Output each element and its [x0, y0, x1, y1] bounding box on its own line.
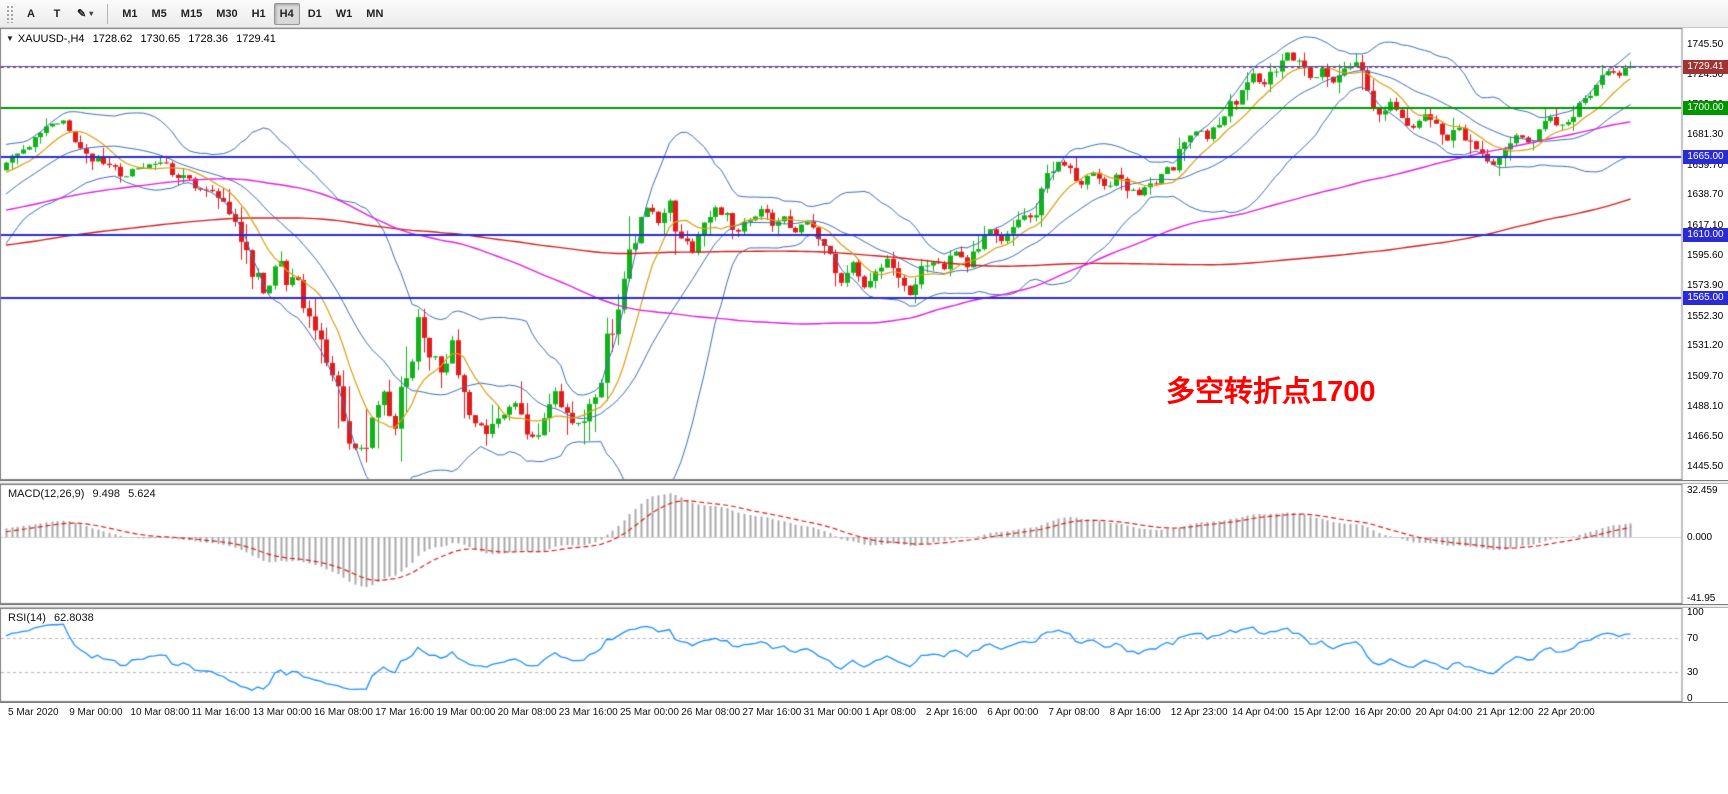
timeframe-buttons: M1 M5 M15 M30 H1 H4 D1 W1 MN [115, 2, 390, 25]
price-scale-label: 1552.30 [1687, 310, 1724, 322]
timeframe-button-m5[interactable]: M5 [151, 7, 167, 20]
time-axis-label: 11 Mar 16:00 [191, 707, 250, 718]
price-scale-label: 1638.70 [1687, 189, 1724, 201]
price-scale-label: 1445.50 [1687, 461, 1724, 472]
time-axis-label: 19 Mar 00:00 [436, 707, 496, 718]
price-scale-label: 1724.50 [1687, 68, 1724, 80]
time-axis-label: 22 Apr 20:00 [1538, 707, 1595, 718]
time-axis-label: 7 Apr 08:00 [1048, 707, 1100, 718]
price-scale-label: 1659.70 [1687, 159, 1724, 171]
time-axis-label: 17 Mar 16:00 [375, 707, 435, 718]
annotation-tool-button[interactable]: A [27, 7, 35, 20]
symbol-timeframe: XAUUSD-,H4 [17, 33, 85, 45]
ohlc-close: 1729.41 [236, 33, 276, 45]
rsi-scale-label: 70 [1687, 632, 1699, 644]
time-axis-label: 13 Mar 00:00 [252, 707, 312, 718]
time-axis-label: 26 Mar 08:00 [681, 707, 741, 718]
timeframe-button-w1[interactable]: W1 [335, 7, 353, 20]
price-scale-label: 1466.50 [1687, 431, 1724, 443]
price-level-badge: 1610.00 [1683, 227, 1728, 242]
rsi-scale-label: 100 [1687, 607, 1704, 618]
time-axis-label: 6 Apr 00:00 [987, 707, 1039, 718]
time-axis-label: 25 Mar 00:00 [620, 707, 679, 718]
draw-tool-button[interactable]: ✎ ▾ [71, 3, 99, 25]
main-chart-canvas[interactable] [0, 28, 1728, 480]
macd-value-main: 9.498 [92, 488, 121, 500]
time-axis-label: 27 Mar 16:00 [742, 707, 802, 718]
time-axis-label: 8 Apr 16:00 [1109, 707, 1161, 718]
pencil-icon: ✎ [77, 8, 87, 20]
time-axis-label: 2 Apr 16:00 [926, 707, 978, 718]
rsi-name: RSI(14) [8, 612, 46, 624]
ohlc-low: 1728.36 [188, 33, 229, 45]
price-scale-label: 1595.60 [1687, 249, 1724, 261]
macd-scale-label: -41.95 [1687, 593, 1716, 604]
time-axis-label: 5 Mar 2020 [8, 707, 59, 718]
macd-scale-label: 0.000 [1687, 532, 1713, 544]
price-scale-label: 1681.30 [1687, 129, 1724, 141]
timeframe-button-h4[interactable]: H4 [273, 2, 300, 25]
collapse-triangle-icon[interactable]: ▼ [6, 34, 14, 43]
time-axis-label: 16 Apr 20:00 [1354, 707, 1412, 718]
toolbar: A T ✎ ▾ M1 M5 M15 M30 H1 H4 D1 W1 MN [0, 0, 1728, 28]
chevron-down-icon: ▾ [89, 9, 94, 18]
price-scale-label: 1745.50 [1687, 39, 1724, 50]
timeframe-button-m30[interactable]: M30 [216, 7, 238, 20]
price-scale-label: 1573.90 [1687, 280, 1724, 292]
macd-label: MACD(12,26,9) 9.498 5.624 [8, 488, 161, 500]
ohlc-open: 1728.62 [92, 33, 133, 45]
ohlc-high: 1730.65 [140, 33, 181, 45]
panel-splitter-macd[interactable] [0, 480, 1728, 484]
panel-splitter-rsi[interactable] [0, 604, 1728, 608]
rsi-canvas[interactable] [0, 608, 1728, 702]
price-level-badge: 1700.00 [1683, 101, 1728, 115]
price-level-badge: 1565.00 [1683, 290, 1728, 305]
macd-name: MACD(12,26,9) [8, 488, 85, 500]
time-axis-label: 20 Apr 04:00 [1415, 707, 1473, 718]
time-axis-label: 16 Mar 08:00 [314, 707, 373, 718]
chart-title-ohlc: ▼ XAUUSD-,H4 1728.62 1730.65 1728.36 1729… [6, 33, 281, 45]
price-scale-label: 1617.10 [1687, 219, 1724, 231]
macd-canvas[interactable] [0, 484, 1728, 604]
time-axis-label: 21 Apr 12:00 [1476, 707, 1534, 718]
time-axis-label: 31 Mar 00:00 [803, 707, 863, 718]
time-axis-label: 9 Mar 00:00 [69, 707, 123, 718]
toolbar-separator [107, 3, 109, 24]
main-chart-panel[interactable]: ▼ XAUUSD-,H4 1728.62 1730.65 1728.36 1729… [0, 28, 1728, 480]
rsi-panel[interactable]: RSI(14) 62.8038 100 70 30 0 [0, 607, 1728, 704]
text-tool-button[interactable]: T [53, 7, 61, 20]
rsi-label: RSI(14) 62.8038 [8, 612, 99, 624]
time-axis-label: 20 Mar 08:00 [497, 707, 557, 718]
chart-annotation: 多空转折点1700 [1166, 376, 1376, 408]
timeframe-button-d1[interactable]: D1 [307, 7, 322, 20]
rsi-scale-label: 0 [1687, 693, 1693, 704]
timeframe-button-m1[interactable]: M1 [122, 7, 138, 20]
time-axis-label: 1 Apr 08:00 [864, 707, 916, 718]
timeframe-button-mn[interactable]: MN [366, 7, 384, 20]
rsi-value: 62.8038 [53, 612, 94, 624]
rsi-scale-label: 30 [1687, 667, 1699, 679]
time-axis[interactable]: 5 Mar 2020 9 Mar 00:00 10 Mar 08:00 11 Mar … [0, 702, 1728, 722]
price-level-badge: 1665.00 [1683, 150, 1728, 165]
macd-panel[interactable]: MACD(12,26,9) 9.498 5.624 32.459 0.000 -41… [0, 484, 1728, 604]
timeframe-button-h1[interactable]: H1 [251, 7, 266, 20]
time-axis-label: 23 Mar 16:00 [558, 707, 618, 718]
time-axis-label: 12 Apr 23:00 [1170, 707, 1228, 718]
time-axis-label: 14 Apr 04:00 [1232, 707, 1289, 718]
time-axis-label: 15 Apr 12:00 [1293, 707, 1350, 718]
macd-value-signal: 5.624 [128, 488, 156, 500]
price-scale-label: 1509.70 [1687, 370, 1724, 382]
current-price-badge: 1729.41 [1683, 59, 1728, 74]
macd-scale-label: 32.459 [1687, 485, 1718, 496]
time-axis-label: 10 Mar 08:00 [130, 707, 190, 718]
toolbar-grip[interactable] [6, 4, 13, 23]
price-scale-label: 1488.10 [1687, 401, 1724, 413]
timeframe-button-m15[interactable]: M15 [180, 7, 203, 20]
price-scale-label: 1531.20 [1687, 340, 1724, 352]
